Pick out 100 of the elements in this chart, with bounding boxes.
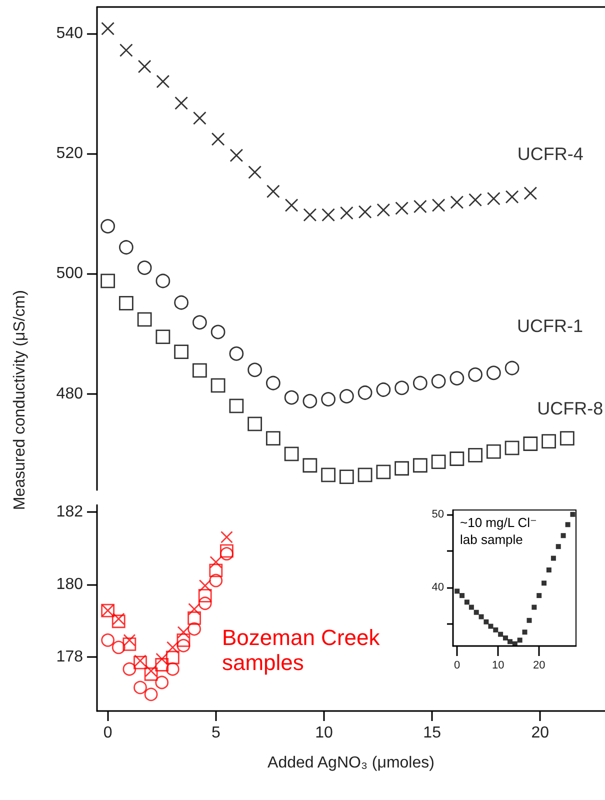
point xyxy=(174,295,189,310)
point xyxy=(192,315,207,330)
point xyxy=(302,458,318,473)
point xyxy=(192,363,207,378)
point xyxy=(137,312,152,327)
point xyxy=(177,626,190,638)
point xyxy=(468,448,482,462)
point xyxy=(526,618,532,623)
point xyxy=(413,200,427,214)
y-axis-title: Measured conductivity (μS/cm) xyxy=(12,290,28,510)
point xyxy=(155,676,169,690)
point xyxy=(188,622,201,636)
point xyxy=(166,662,180,676)
y-tick-label: 50 xyxy=(432,508,444,520)
y-tick-label: 520 xyxy=(56,145,84,162)
point xyxy=(431,374,446,388)
point xyxy=(504,360,520,376)
point xyxy=(505,190,519,204)
point xyxy=(523,436,538,451)
point xyxy=(220,530,233,544)
point xyxy=(229,346,244,361)
point xyxy=(155,658,169,672)
point xyxy=(450,371,464,386)
point xyxy=(560,533,566,538)
y-tick-label: 182 xyxy=(56,504,84,521)
point xyxy=(166,641,179,654)
point xyxy=(284,390,299,405)
point xyxy=(198,596,212,610)
point xyxy=(358,468,372,482)
point xyxy=(464,600,470,605)
point xyxy=(450,452,464,466)
point xyxy=(229,398,244,414)
point xyxy=(550,556,556,561)
point xyxy=(112,614,126,628)
point xyxy=(210,378,226,393)
point xyxy=(248,166,262,179)
y-tick-label: 480 xyxy=(56,385,84,402)
point xyxy=(340,206,354,220)
point xyxy=(100,274,116,288)
point xyxy=(248,362,262,378)
point xyxy=(502,635,508,640)
point xyxy=(504,440,520,456)
point xyxy=(209,574,223,588)
point xyxy=(394,380,409,396)
annotation: Bozeman Creek samples xyxy=(222,625,381,675)
point xyxy=(188,611,201,625)
point xyxy=(484,619,489,624)
point xyxy=(144,667,158,681)
point xyxy=(144,664,158,678)
point xyxy=(358,385,372,400)
point xyxy=(266,376,280,390)
point xyxy=(498,632,504,637)
x-tick-label: 0 xyxy=(103,724,112,742)
point xyxy=(339,389,354,404)
point xyxy=(486,192,500,206)
point xyxy=(209,564,223,578)
point xyxy=(570,512,576,517)
point xyxy=(524,186,538,200)
x-tick-label: 10 xyxy=(315,724,333,742)
point xyxy=(542,580,547,586)
y-tick-label: 40 xyxy=(432,582,444,594)
x-tick-label: 0 xyxy=(454,660,460,672)
point xyxy=(507,639,512,644)
point xyxy=(302,394,318,408)
point xyxy=(565,522,570,528)
point xyxy=(176,633,190,647)
point xyxy=(138,60,152,74)
series-label: UCFR-8 xyxy=(537,398,604,418)
point xyxy=(166,650,180,664)
point xyxy=(144,688,158,702)
point xyxy=(174,96,188,110)
point xyxy=(376,203,390,217)
point xyxy=(122,637,136,651)
point xyxy=(339,470,354,484)
point xyxy=(488,624,494,629)
point xyxy=(546,567,552,572)
point xyxy=(412,458,428,473)
point xyxy=(230,148,244,162)
point xyxy=(211,132,225,146)
x-tick-label: 5 xyxy=(211,724,220,742)
point xyxy=(432,198,446,212)
point xyxy=(198,579,212,592)
x-tick-label: 20 xyxy=(532,660,546,672)
point xyxy=(486,366,501,380)
point xyxy=(412,376,428,390)
point xyxy=(450,196,464,209)
point xyxy=(321,392,336,406)
point xyxy=(118,296,134,310)
point xyxy=(100,219,116,234)
point xyxy=(156,330,170,344)
point xyxy=(394,461,409,476)
y-tick-label: 178 xyxy=(56,648,84,666)
x-axis-title: Added AgNO₃ (μmoles) xyxy=(268,754,434,772)
point xyxy=(468,604,474,610)
point xyxy=(542,434,556,449)
point xyxy=(556,544,561,550)
point xyxy=(468,193,482,207)
point xyxy=(192,111,206,125)
point xyxy=(493,627,498,632)
point xyxy=(156,652,168,666)
